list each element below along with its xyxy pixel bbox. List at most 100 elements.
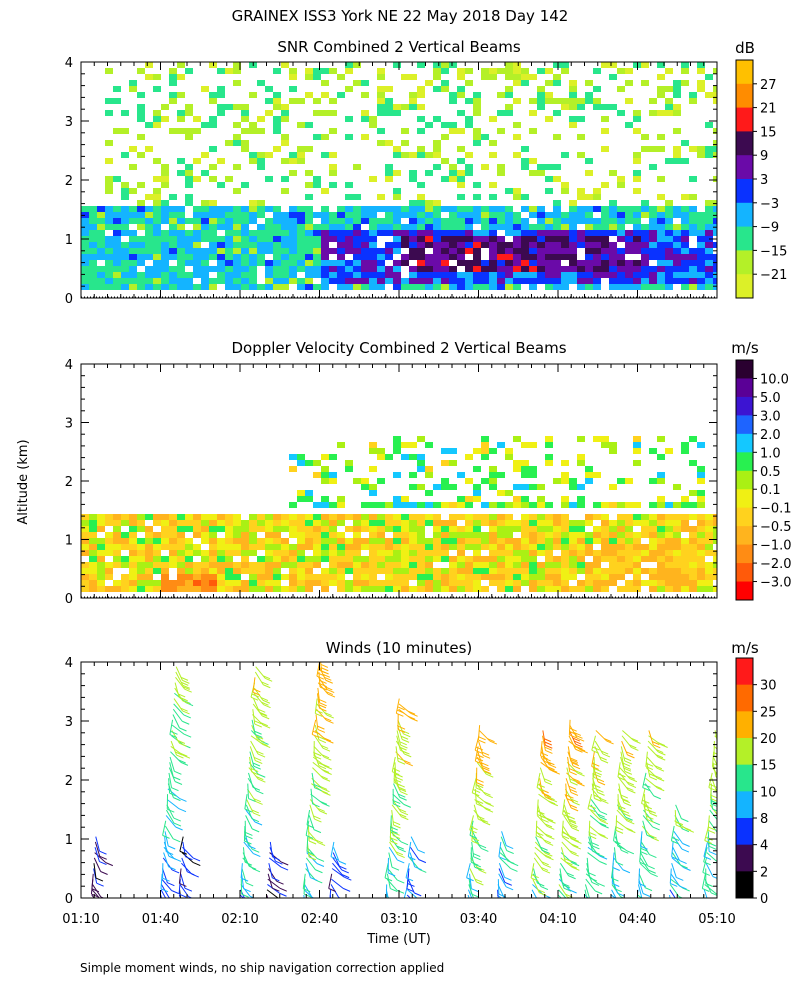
heatmap-cell	[529, 74, 537, 80]
wind-barb-flag	[611, 877, 619, 882]
wind-barb	[305, 868, 316, 881]
heatmap-cell	[329, 164, 337, 170]
wind-barb	[614, 836, 622, 851]
heatmap-cell	[473, 218, 481, 224]
heatmap-cell	[713, 242, 717, 248]
wind-barb-flag	[601, 824, 609, 829]
heatmap-cell	[489, 574, 497, 580]
heatmap-cell	[545, 218, 553, 224]
heatmap-cell	[681, 80, 689, 86]
heatmap-cell	[537, 532, 545, 538]
heatmap-cell	[329, 218, 337, 224]
wind-barb-flag	[570, 781, 578, 786]
heatmap-cell	[449, 236, 457, 242]
heatmap-cell	[689, 98, 697, 104]
wind-barb	[645, 751, 648, 767]
heatmap-cell	[393, 574, 401, 580]
heatmap-cell	[513, 580, 521, 586]
heatmap-cell	[273, 544, 281, 550]
heatmap-cell	[449, 514, 457, 520]
heatmap-cell	[585, 586, 593, 592]
heatmap-cell	[681, 538, 689, 544]
heatmap-cell	[649, 580, 657, 586]
heatmap-cell	[121, 538, 129, 544]
heatmap-cell	[305, 206, 313, 212]
heatmap-cell	[281, 574, 289, 580]
heatmap-cell	[553, 134, 561, 140]
heatmap-cell	[681, 284, 689, 290]
heatmap-cell	[625, 478, 633, 484]
wind-barb	[591, 751, 595, 767]
heatmap-cell	[409, 152, 417, 158]
heatmap-cell	[353, 242, 361, 248]
heatmap-cell	[105, 176, 113, 182]
heatmap-cell	[377, 98, 385, 104]
heatmap-cell	[633, 532, 641, 538]
heatmap-cell	[521, 278, 529, 284]
heatmap-cell	[313, 574, 321, 580]
heatmap-cell	[697, 556, 705, 562]
heatmap-cell	[241, 260, 249, 266]
wind-barb-flag	[168, 855, 177, 860]
heatmap-cell	[625, 556, 633, 562]
heatmap-cell	[521, 158, 529, 164]
wind-barb-flag	[175, 751, 183, 756]
wind-barb	[565, 783, 568, 799]
heatmap-cell	[281, 248, 289, 254]
heatmap-cell	[497, 586, 505, 592]
heatmap-cell	[441, 502, 449, 508]
wind-barb	[175, 671, 184, 686]
heatmap-cell	[569, 92, 577, 98]
heatmap-cell	[497, 442, 505, 448]
heatmap-cell	[657, 230, 665, 236]
wind-barb-flag	[575, 743, 583, 748]
wind-barb-flag	[482, 765, 490, 770]
heatmap-cell	[185, 110, 193, 116]
wind-barb-flag	[709, 783, 717, 788]
heatmap-cell	[289, 74, 297, 80]
heatmap-cell	[425, 580, 433, 586]
wind-barb-flag	[264, 677, 273, 682]
heatmap-cell	[697, 80, 705, 86]
heatmap-cell	[129, 550, 137, 556]
wind-barb-flag	[569, 734, 577, 739]
heatmap-cell	[313, 514, 321, 520]
heatmap-cell	[137, 278, 145, 284]
heatmap-cell	[233, 188, 241, 194]
heatmap-cell	[585, 242, 593, 248]
heatmap-cell	[545, 224, 553, 230]
heatmap-cell	[97, 568, 105, 574]
wind-barb	[670, 825, 675, 841]
heatmap-cell	[105, 254, 113, 260]
colorbar-label: 3.0	[760, 409, 781, 424]
colorbar-swatch	[736, 274, 753, 299]
heatmap-cell	[217, 182, 225, 188]
heatmap-cell	[393, 436, 401, 442]
heatmap-cell	[361, 218, 369, 224]
heatmap-cell	[697, 550, 705, 556]
wind-barb	[247, 783, 249, 799]
heatmap-cell	[273, 122, 281, 128]
heatmap-cell	[529, 580, 537, 586]
wind-barb-flag	[562, 813, 570, 818]
heatmap-cell	[129, 146, 137, 152]
heatmap-cell	[537, 266, 545, 272]
heatmap-cell	[569, 484, 577, 490]
wind-barb-flag	[400, 749, 408, 754]
heatmap-cell	[169, 562, 177, 568]
heatmap-cell	[513, 436, 521, 442]
heatmap-cell	[441, 224, 449, 230]
heatmap-cell	[593, 562, 601, 568]
heatmap-cell	[305, 562, 313, 568]
heatmap-cell	[417, 230, 425, 236]
heatmap-cell	[249, 152, 257, 158]
heatmap-cell	[705, 514, 713, 520]
heatmap-cell	[537, 242, 545, 248]
heatmap-cell	[129, 236, 137, 242]
heatmap-cell	[345, 260, 353, 266]
heatmap-cell	[505, 260, 513, 266]
heatmap-cell	[553, 284, 561, 290]
heatmap-cell	[225, 586, 233, 592]
heatmap-cell	[505, 212, 513, 218]
heatmap-cell	[521, 526, 529, 532]
